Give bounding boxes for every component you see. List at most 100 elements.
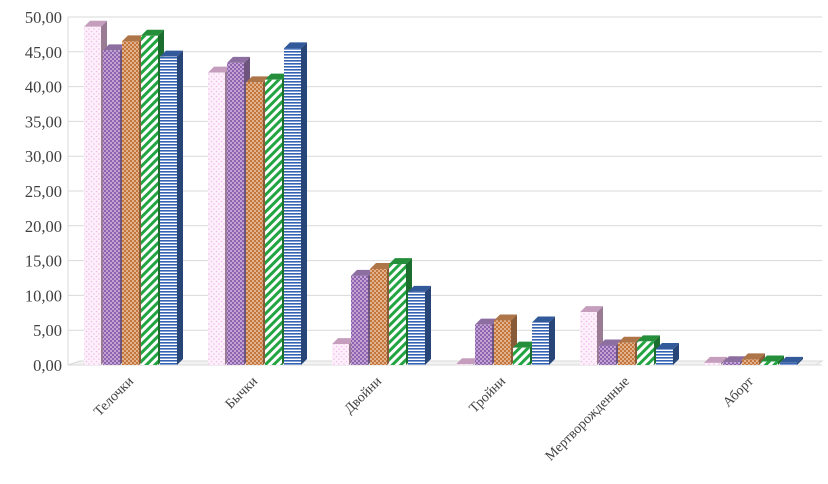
- bar-top: [227, 56, 250, 63]
- bar-front: [246, 82, 263, 365]
- bar-front: [704, 362, 721, 365]
- bar: [408, 285, 431, 365]
- bar-top: [761, 355, 784, 362]
- bar: [284, 42, 307, 365]
- y-tick-label: 30,00: [25, 147, 62, 166]
- bar-side: [797, 356, 803, 365]
- bar-top: [494, 314, 517, 321]
- y-tick-label: 50,00: [25, 8, 62, 27]
- bar-front: [475, 324, 492, 365]
- bar-front: [494, 320, 511, 365]
- bar-front: [389, 264, 406, 365]
- bar-front: [742, 359, 759, 365]
- bar: [704, 356, 727, 365]
- bar: [580, 306, 603, 365]
- bar-side: [778, 355, 784, 365]
- x-tick-label: Мертворожденные: [543, 374, 633, 464]
- bar-top: [389, 258, 412, 265]
- bar-front: [656, 348, 673, 365]
- bar-front: [513, 347, 530, 365]
- x-tick-label: Тройни: [467, 374, 509, 416]
- bar-front: [122, 41, 139, 366]
- bar-top: [742, 353, 765, 360]
- bar-top: [656, 342, 679, 349]
- y-tick-label: 35,00: [25, 112, 62, 131]
- bar: [494, 314, 517, 365]
- bar-side: [721, 356, 727, 365]
- bar-top: [723, 356, 746, 363]
- bar-front: [618, 342, 635, 365]
- bar-front: [580, 312, 597, 365]
- x-tick-label: Аборт: [720, 374, 756, 410]
- bar-side: [301, 42, 307, 365]
- bar-front: [208, 72, 225, 366]
- bar-top: [580, 306, 603, 313]
- y-tick-label: 0,00: [33, 356, 62, 375]
- bar-front: [637, 341, 654, 365]
- bar-front: [265, 79, 282, 365]
- x-tick-label: Телочки: [91, 374, 137, 420]
- bar: [761, 355, 784, 365]
- bar-front: [141, 35, 158, 366]
- bar-front: [332, 344, 349, 365]
- bar-front: [456, 364, 473, 365]
- bars-layer: [84, 20, 803, 366]
- bar-top: [780, 356, 803, 363]
- bar-top: [475, 318, 498, 325]
- y-tick-label: 10,00: [25, 286, 62, 305]
- x-tick-label: Бычки: [223, 374, 261, 412]
- bar-top: [408, 285, 431, 292]
- bar-side: [549, 316, 555, 365]
- bar: [532, 316, 555, 365]
- bar-side: [425, 285, 431, 365]
- bar-side: [759, 353, 765, 365]
- bar-front: [723, 362, 740, 365]
- bar-top: [637, 335, 660, 342]
- bar-top: [246, 76, 269, 83]
- bar-top: [265, 73, 288, 80]
- y-tick-label: 5,00: [33, 321, 62, 340]
- bar: [780, 356, 803, 365]
- bar-front: [351, 275, 368, 365]
- bar-front: [761, 361, 778, 365]
- bar-front: [370, 268, 387, 365]
- bar-top: [618, 336, 641, 343]
- bar-front: [84, 26, 101, 366]
- x-axis-tick-labels: Телочки Бычки Двойни Тройни Мертворожденные А…: [91, 374, 756, 464]
- bar-front: [408, 291, 425, 365]
- bar-front: [284, 48, 301, 365]
- bar-top: [332, 338, 355, 345]
- x-tick-label: Двойни: [342, 374, 385, 417]
- bar-top: [122, 35, 145, 42]
- bar: [160, 50, 183, 366]
- bar-side: [177, 50, 183, 366]
- bar-top: [513, 341, 536, 348]
- y-tick-label: 25,00: [25, 182, 62, 201]
- bar: [656, 342, 679, 365]
- bar-front: [227, 62, 244, 365]
- bar-top: [599, 339, 622, 346]
- bar-top: [351, 269, 374, 276]
- bar-top: [704, 356, 727, 363]
- bar-side: [673, 342, 679, 365]
- bar-top: [370, 262, 393, 269]
- bar-front: [599, 345, 616, 365]
- y-tick-label: 15,00: [25, 252, 62, 271]
- bar-front: [103, 50, 120, 366]
- bar-top: [532, 316, 555, 323]
- bar-front: [532, 322, 549, 365]
- bar-front: [160, 56, 177, 366]
- y-tick-label: 20,00: [25, 217, 62, 236]
- y-tick-label: 45,00: [25, 43, 62, 62]
- bar-top: [141, 29, 164, 36]
- bar-top: [284, 42, 307, 49]
- bar-top: [160, 50, 183, 57]
- bar-top: [103, 44, 126, 51]
- y-axis-tick-labels: 0,00 5,00 10,00 15,00 20,00 25,00 30,00 35,00 40…: [25, 8, 62, 375]
- bar-top: [84, 20, 107, 27]
- bar-top: [208, 66, 231, 73]
- y-tick-label: 40,00: [25, 78, 62, 97]
- bar-front: [780, 362, 797, 365]
- bar-top: [456, 358, 479, 365]
